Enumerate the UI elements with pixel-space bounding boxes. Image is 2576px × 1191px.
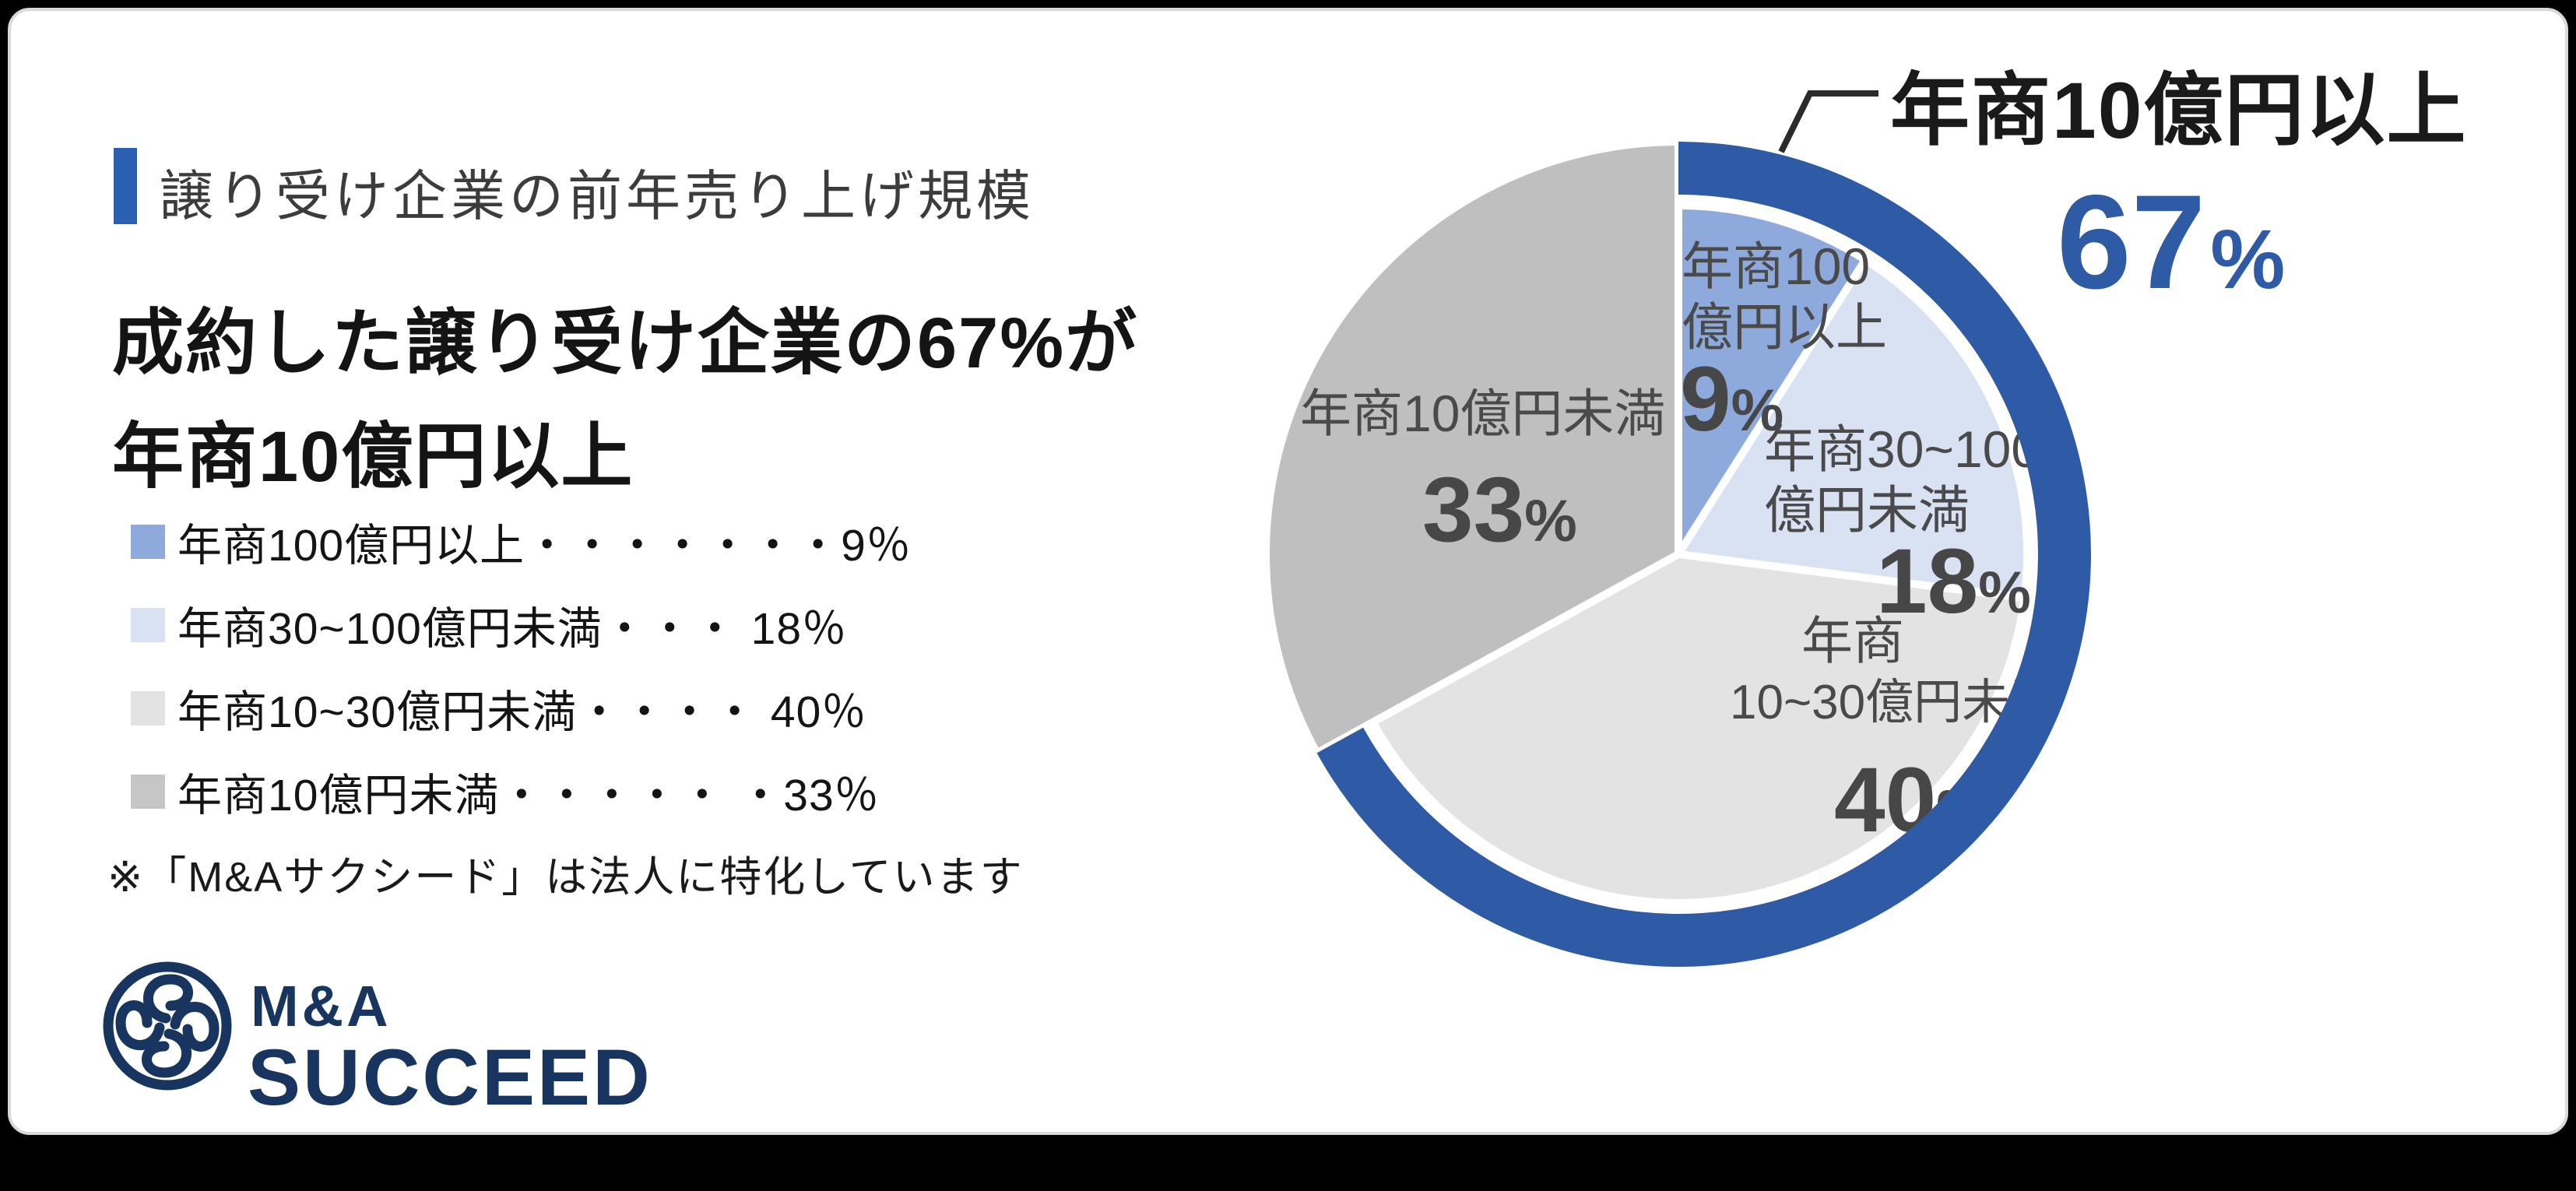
pie-slice-1 xyxy=(1675,255,2031,603)
slice-value-over-100: 9% xyxy=(1680,348,1784,451)
pie-slice-0 xyxy=(1675,202,1870,558)
pie-labels: 年商100 億円以上 9% 年商30~100 億円未満 18% 年商 10~30… xyxy=(1300,237,2058,852)
legend-swatch-10-30 xyxy=(131,691,165,725)
legend-swatch-rect xyxy=(131,775,165,809)
legend-item-10-30: 年商10~30億円未満・・・・ 40％ xyxy=(131,676,866,740)
legend-label: 年商100億円以上・・・・・・・9％ xyxy=(177,521,912,571)
legend-item-30-100: 年商30~100億円未満・・・ 18％ xyxy=(131,593,847,657)
slice-label-over-100-l2: 億円以上 xyxy=(1682,298,1887,356)
legend-swatch-rect xyxy=(131,691,165,725)
legend-swatch-over-100 xyxy=(131,525,165,559)
legend-label: 年商10億円未満・・・・・ ・33％ xyxy=(177,771,880,820)
legend-swatch-30-100 xyxy=(131,608,165,642)
slice-label-under-10: 年商10億円未満 xyxy=(1300,385,1665,442)
slice-value-30-100: 18% xyxy=(1876,530,2031,633)
headline-line1: 成約した譲り受け企業の67%が xyxy=(112,304,1139,383)
callout-label: 年商10億円以上 xyxy=(1890,66,2468,155)
ma-succeed-logo-icon xyxy=(103,961,232,1091)
slice-label-30-100-l2: 億円未満 xyxy=(1764,481,1970,539)
legend-swatch-rect xyxy=(131,608,165,642)
legend-item-under-10: 年商10億円未満・・・・・ ・33％ xyxy=(131,760,880,824)
legend-item-over-100: 年商100億円以上・・・・・・・9％ xyxy=(131,510,912,574)
callout-value-percent-sign: % xyxy=(2210,212,2286,306)
slice-value-under-10: 33% xyxy=(1422,458,1577,561)
pie-slice-2 xyxy=(1369,550,2029,907)
legend-swatch-under-10 xyxy=(131,775,165,809)
headline-line2: 年商10億円以上 xyxy=(112,417,634,497)
legend-swatch-rect xyxy=(131,525,165,559)
section-title: 譲り受け企業の前年売り上げ規模 xyxy=(159,166,1035,227)
slice-label-over-100-l1: 年商100 xyxy=(1682,237,1870,295)
title-accent-bar xyxy=(114,148,137,224)
legend-label: 年商10~30億円未満・・・・ 40％ xyxy=(177,687,867,737)
callout-value: 67 % xyxy=(2057,175,2285,309)
slice-label-10-30-l1: 年商 xyxy=(1801,612,1904,669)
footnote: ※「M&Aサクシード」は法人に特化しています xyxy=(107,854,1024,901)
legend-label: 年商30~100億円未満・・・ 18％ xyxy=(177,604,848,654)
slice-label-30-100-l1: 年商30~100 xyxy=(1764,420,2040,478)
logo-outer-ring xyxy=(103,961,232,1091)
logo-knot xyxy=(115,974,220,1078)
pie-slice-3 xyxy=(1262,138,1682,757)
logo-text-ma: M&A xyxy=(251,974,392,1038)
pie-chart: 年商100 億円以上 9% 年商30~100 億円未満 18% 年商 10~30… xyxy=(1262,138,2091,967)
logo-text-succeed: SUCCEED xyxy=(248,1033,652,1122)
callout-value-number: 67 xyxy=(2057,167,2206,317)
callout-line-icon xyxy=(1778,90,1878,153)
